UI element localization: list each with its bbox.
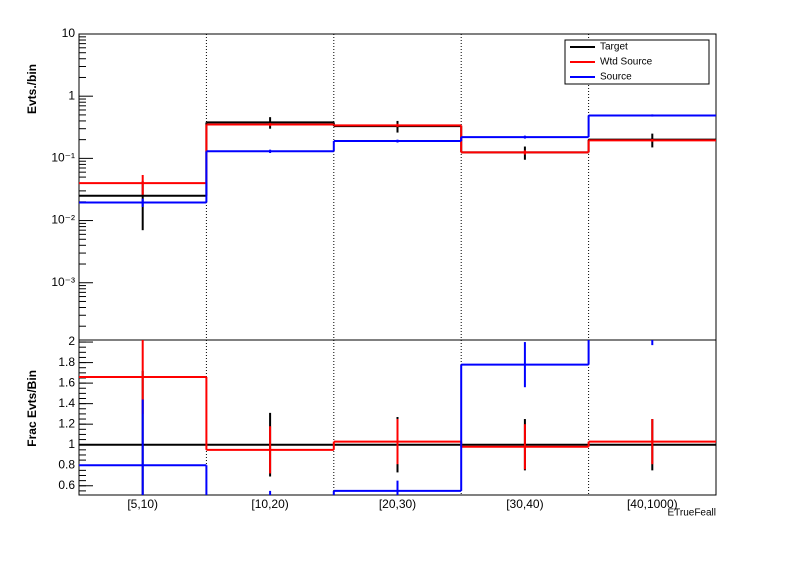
y-tick-label: 0.6 — [58, 478, 75, 492]
x-tick-label: [10,20) — [251, 497, 288, 511]
y-tick-label: 1.4 — [58, 396, 75, 410]
x-axis-label: ETrueFeall — [667, 508, 716, 519]
plot-area — [79, 114, 716, 231]
x-tick-label: [5,10) — [127, 497, 158, 511]
y-tick-label: 10⁻² — [51, 213, 75, 227]
y-tick-label: 10 — [62, 26, 76, 40]
x-tick-label: [30,40) — [506, 497, 543, 511]
y-tick-label: 2 — [68, 334, 75, 348]
legend-label: Source — [600, 72, 632, 83]
legend-label: Wtd Source — [600, 57, 653, 68]
x-tick-label: [40,1000) — [627, 497, 678, 511]
y-axis-label: Evts./bin — [25, 64, 39, 114]
x-tick-label: [20,30) — [379, 497, 416, 511]
y-tick-label: 0.8 — [58, 457, 75, 471]
y-tick-label: 1.2 — [58, 416, 75, 430]
y-tick-label: 1.8 — [58, 355, 75, 369]
plot-area — [79, 340, 716, 495]
y-tick-label: 1 — [68, 88, 75, 102]
y-tick-label: 10⁻¹ — [51, 151, 75, 165]
y-axis-label: Frac Evts/Bin — [25, 370, 39, 447]
y-tick-label: 10⁻³ — [51, 275, 75, 289]
x-label-clip: ETrueFeall — [667, 508, 716, 519]
legend-label: Target — [600, 42, 628, 53]
y-tick-label: 1 — [68, 437, 75, 451]
y-tick-label: 1.6 — [58, 375, 75, 389]
